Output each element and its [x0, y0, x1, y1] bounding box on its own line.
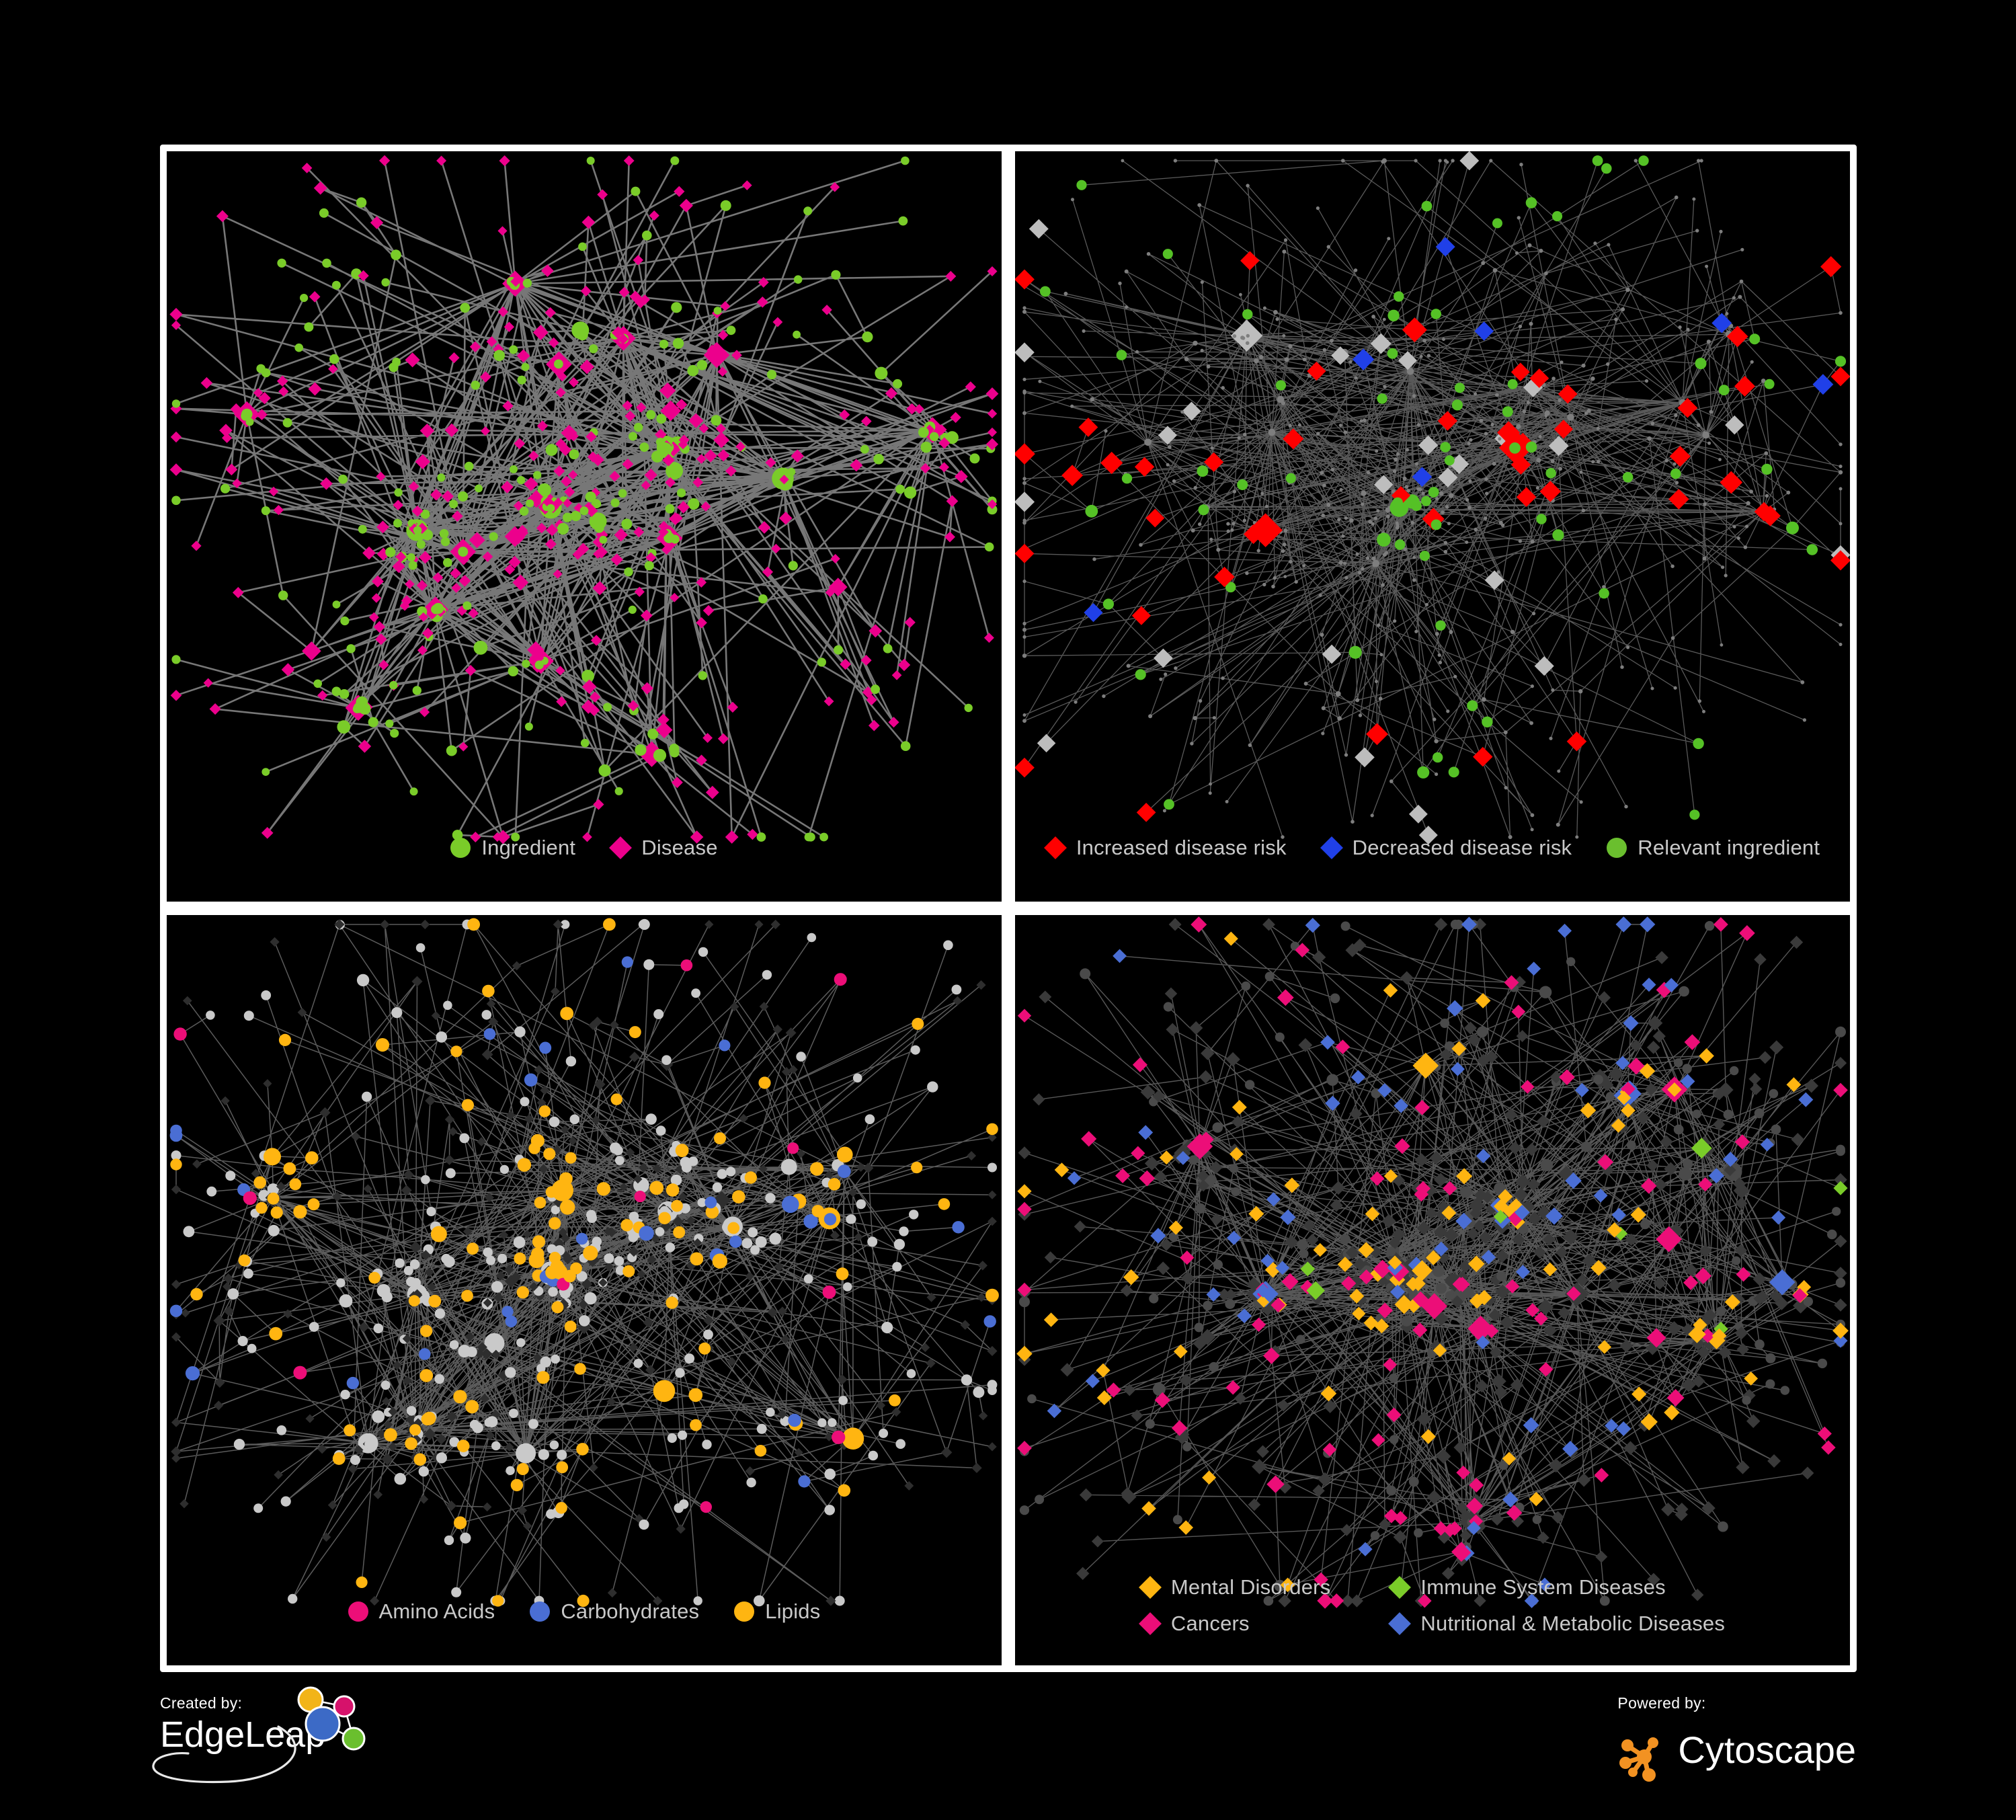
- network-canvas-disease-risk[interactable]: [1015, 151, 1850, 902]
- network-canvas-disease-class[interactable]: [1015, 915, 1850, 1665]
- network-panel-grid: Ingredient Disease Increased disease ris…: [160, 145, 1857, 1672]
- panel-ingredient-class-network[interactable]: Amino Acids Carbohydrates Lipids: [167, 915, 1002, 1665]
- powered-by-cytoscape-brand[interactable]: Powered by:: [1617, 1694, 1856, 1784]
- created-by-label: Created by:: [160, 1694, 243, 1712]
- panel-disease-risk-network[interactable]: Increased disease risk Decreased disease…: [1015, 151, 1850, 902]
- panel-ingredient-disease-network[interactable]: Ingredient Disease: [167, 151, 1002, 902]
- network-canvas-ingredient-disease[interactable]: [167, 151, 1002, 902]
- panel-disease-class-network[interactable]: Mental Disorders Immune System Diseases …: [1015, 915, 1850, 1665]
- figure-footer: Created by: EdgeLeap: [0, 1686, 2016, 1809]
- network-canvas-ingredient-class[interactable]: [167, 915, 1002, 1665]
- powered-by-label: Powered by:: [1617, 1694, 1706, 1712]
- cytoscape-logo-icon: [1619, 1737, 1659, 1782]
- edgeleap-node-graph-icon: [297, 1686, 366, 1751]
- created-by-edgeleap-brand[interactable]: Created by: EdgeLeap: [152, 1686, 366, 1784]
- cytoscape-wordmark: Cytoscape: [1678, 1729, 1856, 1771]
